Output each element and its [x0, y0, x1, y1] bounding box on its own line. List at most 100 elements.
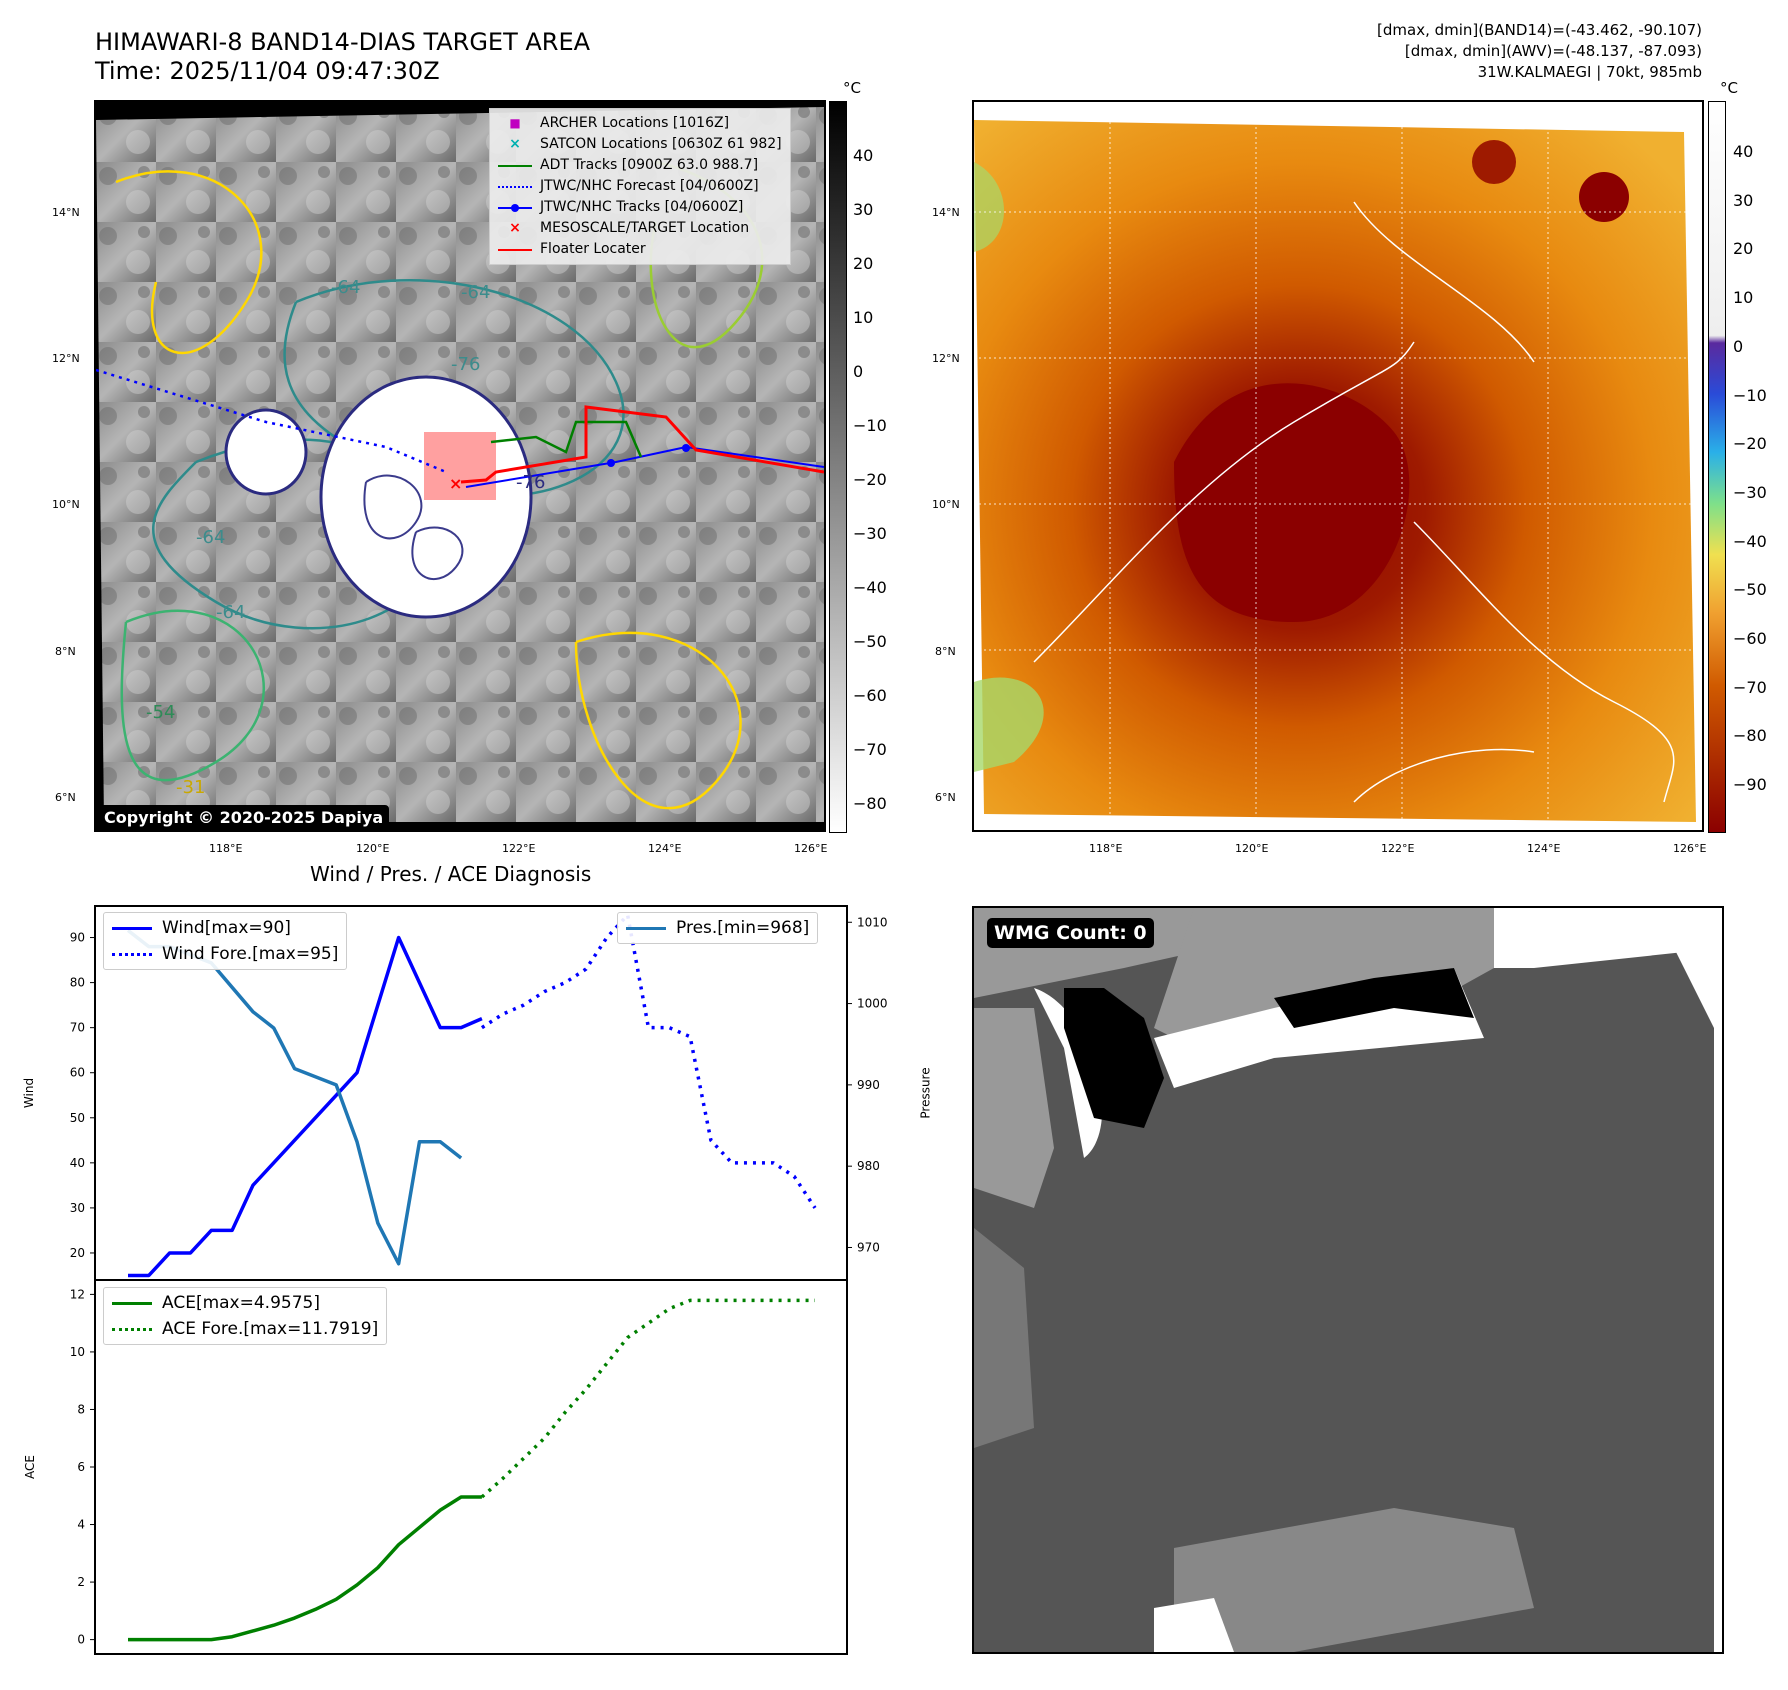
legend-item-target: × MESOSCALE/TARGET Location [498, 218, 782, 239]
map-dias-image [974, 102, 1702, 830]
dotted-line-icon [112, 1327, 152, 1331]
dotted-line-icon [112, 952, 152, 956]
colorbar-tick-label: −30 [853, 524, 887, 543]
line-marker-icon [498, 164, 532, 167]
contour-label: -76 [451, 354, 481, 375]
colorbar-tick-label: 30 [1733, 190, 1754, 210]
ace-axis-tick-label: 0 [77, 1633, 85, 1647]
solid-line-icon [112, 1301, 152, 1305]
contour-label: -31 [176, 777, 206, 798]
wind-legend: Wind[max=90] Wind Fore.[max=95] [103, 912, 348, 970]
colorbar-tick-label: −80 [853, 794, 887, 813]
contour-label: -54 [146, 702, 176, 723]
x-marker-icon: × [509, 136, 521, 152]
ace-forecast-series-line [480, 1298, 815, 1499]
legend-item-wind: Wind[max=90] [112, 915, 338, 941]
legend-item-floater: Floater Locater [498, 239, 782, 260]
colorbar-tick-label: −60 [853, 686, 887, 705]
colorbar-tick-label: −10 [853, 416, 887, 435]
colorbar-tick-label: −30 [1733, 482, 1767, 502]
colorbar-tick-label: 40 [853, 146, 874, 165]
page-time: Time: 2025/11/04 09:47:30Z [95, 57, 440, 85]
lon-label: 120°E [356, 842, 390, 855]
pressure-axis-tick-label: 1010 [857, 915, 888, 929]
pressure-series-line [126, 929, 463, 1266]
lat-label: 6°N [55, 791, 76, 804]
lon-label: 122°E [1381, 842, 1415, 855]
map-dias-panel [972, 100, 1704, 832]
legend-item-jtwc-tracks: JTWC/NHC Tracks [04/0600Z] [498, 197, 782, 218]
pressure-axis-tick-label: 1000 [857, 997, 888, 1011]
colorbar-tick-label: 20 [1733, 239, 1754, 259]
colorbar-tick-label: −20 [1733, 434, 1767, 454]
contour-label: -64 [461, 282, 491, 303]
legend-item-adt: ADT Tracks [0900Z 63.0 988.7] [498, 155, 782, 176]
colorbar-tick-label: −40 [853, 578, 887, 597]
colorbar-tick-label: −70 [853, 740, 887, 759]
wind-axis-tick-label: 90 [70, 931, 85, 945]
contour-label: -64 [196, 527, 226, 548]
wmg-panel [972, 906, 1724, 1654]
ace-axis-label: ACE [22, 1455, 37, 1479]
ace-axis-tick-label: 10 [70, 1345, 85, 1359]
lat-label: 8°N [55, 645, 76, 658]
lon-label: 118°E [1089, 842, 1123, 855]
wind-axis-tick-label: 70 [70, 1021, 85, 1035]
ace-axis-tick-label: 12 [70, 1287, 85, 1301]
wind-axis-tick-label: 50 [70, 1111, 85, 1125]
contour-label: -64 [216, 602, 246, 623]
colorbar-tick-label: −80 [1733, 726, 1767, 746]
colorbar-tick-label: −10 [1733, 385, 1767, 405]
lon-label: 122°E [502, 842, 536, 855]
pressure-axis-tick-label: 990 [857, 1078, 880, 1092]
colorbar-tick-label: 40 [1733, 142, 1754, 161]
line-marker-icon [498, 248, 532, 251]
colorbar-tick-label: 10 [853, 308, 874, 327]
legend-item-jtwc-forecast: JTWC/NHC Forecast [04/0600Z] [498, 176, 782, 197]
legend-item-wind-forecast: Wind Fore.[max=95] [112, 941, 338, 967]
wind-axis-tick-label: 80 [70, 976, 85, 990]
info-storm: 31W.KALMAEGI | 70kt, 985mb [1477, 63, 1702, 81]
ace-axis-tick-label: 4 [77, 1518, 85, 1532]
x-marker-icon: × [509, 220, 521, 236]
legend-item-archer: ■ ARCHER Locations [1016Z] [498, 113, 782, 134]
lat-label: 8°N [935, 645, 956, 658]
lat-label: 10°N [52, 498, 80, 511]
pressure-axis-tick-label: 980 [857, 1159, 880, 1173]
wmg-image [974, 908, 1722, 1652]
colorbar-tick-label: 20 [853, 254, 874, 273]
ace-legend: ACE[max=4.9575] ACE Fore.[max=11.7919] [103, 1287, 388, 1345]
lon-label: 126°E [794, 842, 828, 855]
info-band14: [dmax, dmin](BAND14)=(-43.462, -90.107) [1377, 21, 1702, 39]
wind-axis-tick-label: 40 [70, 1156, 85, 1170]
wmg-count-badge: WMG Count: 0 [987, 918, 1154, 948]
diag-title: Wind / Pres. / ACE Diagnosis [310, 862, 592, 886]
colorbar-tick-label: 0 [1733, 336, 1744, 356]
lon-label: 124°E [648, 842, 682, 855]
legend-item-ace: ACE[max=4.9575] [112, 1290, 378, 1316]
copyright-label: Copyright © 2020-2025 Dapiya [98, 805, 390, 830]
lon-label: 126°E [1673, 842, 1707, 855]
colorbar-tick-label: −70 [1733, 677, 1767, 697]
lon-label: 120°E [1235, 842, 1269, 855]
lat-label: 12°N [932, 352, 960, 365]
dotted-line-icon [498, 185, 532, 188]
page-title: HIMAWARI-8 BAND14-DIAS TARGET AREA [95, 28, 591, 56]
map-legend: ■ ARCHER Locations [1016Z] × SATCON Locati… [489, 108, 791, 265]
colorbar-tick-label: −60 [1733, 629, 1767, 648]
lat-label: 10°N [932, 498, 960, 511]
wind-axis-tick-label: 30 [70, 1201, 85, 1215]
colorbar-tick-label: −50 [1733, 580, 1767, 600]
colorbar-unit: °C [1720, 79, 1738, 97]
map-band14-image: × [96, 107, 824, 822]
lat-label: 14°N [932, 206, 960, 219]
colorbar-tick-label: −90 [1733, 775, 1767, 795]
lat-label: 12°N [52, 352, 80, 365]
contour-label: -76 [516, 472, 546, 493]
solid-line-icon [626, 926, 666, 930]
colorbar-tick-label: 0 [853, 362, 864, 381]
wind-axis-tick-label: 60 [70, 1066, 85, 1080]
colorbar-gray [829, 101, 847, 833]
solid-line-icon [112, 926, 152, 930]
